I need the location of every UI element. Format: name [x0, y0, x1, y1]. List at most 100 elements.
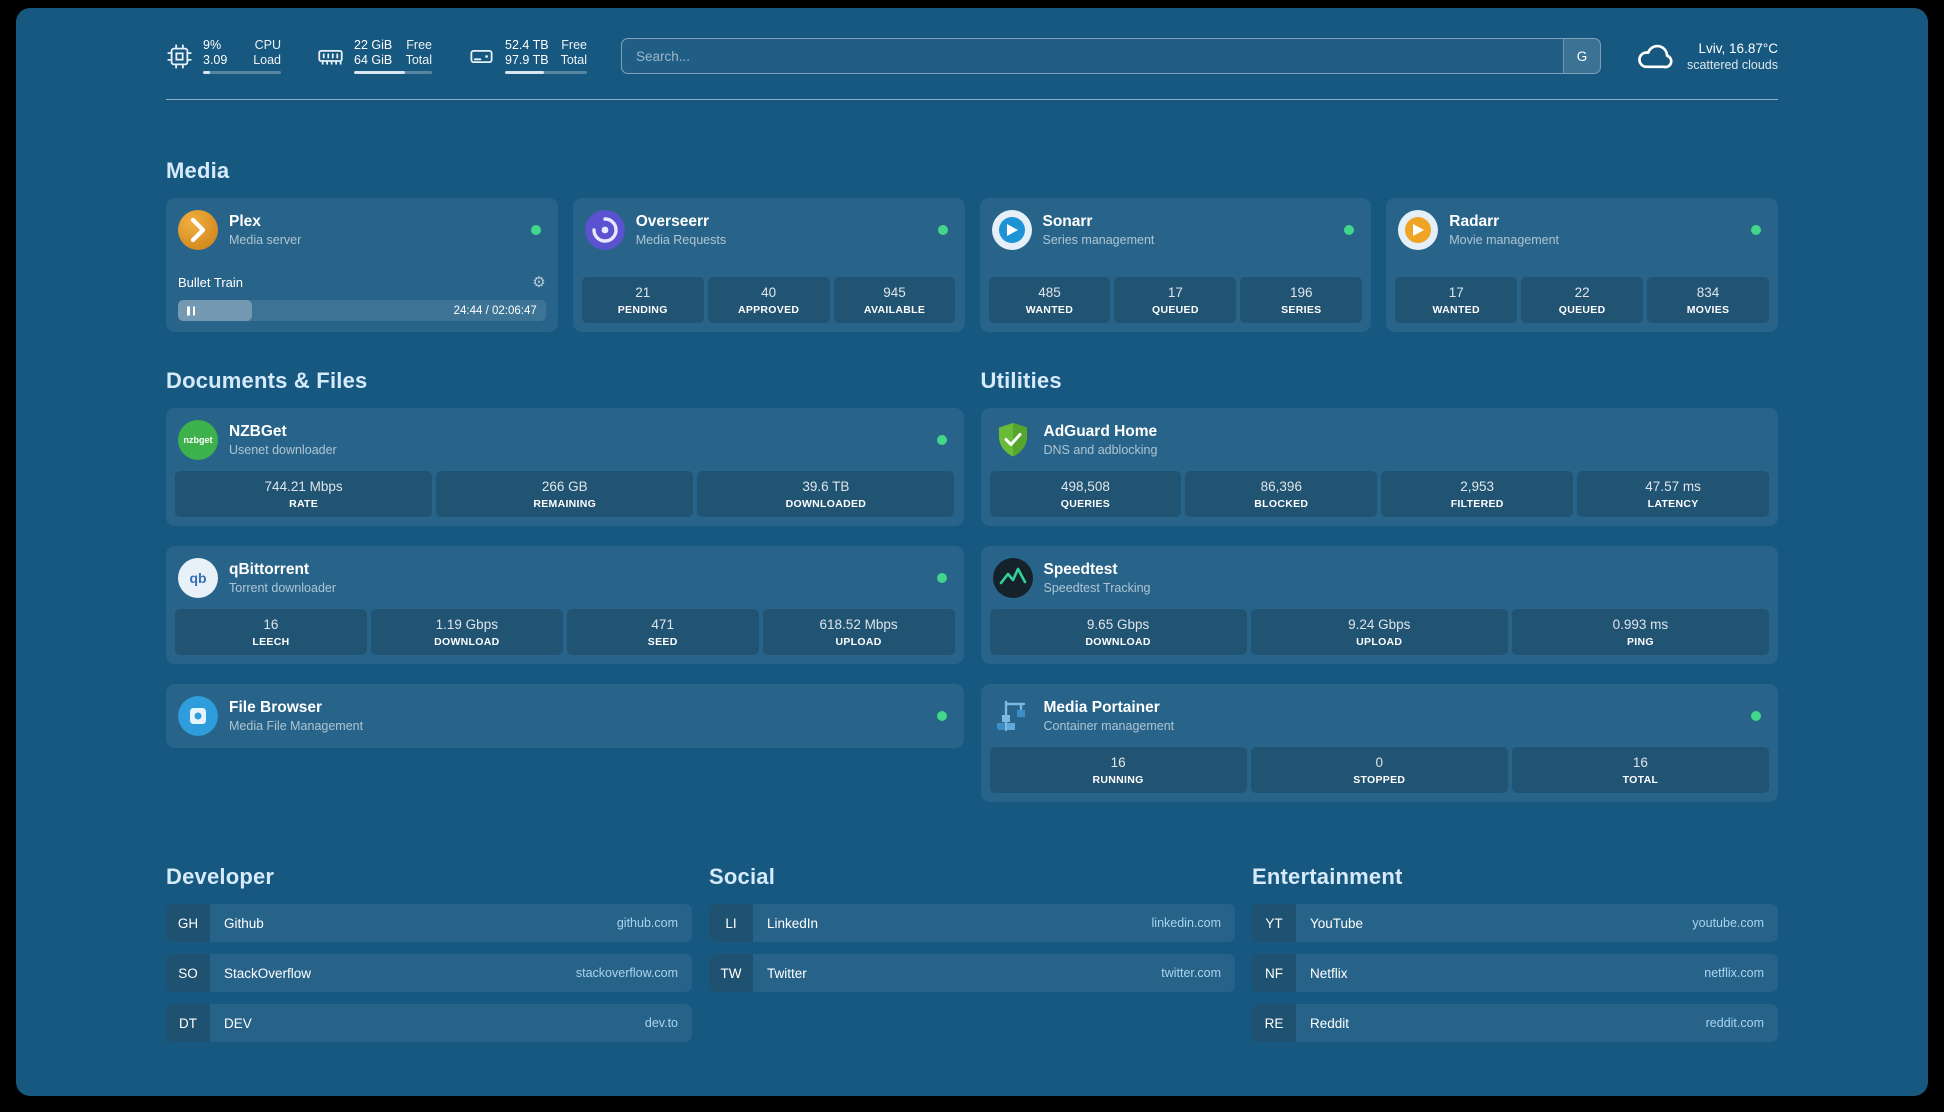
bookmark-url: netflix.com	[1704, 966, 1764, 980]
gear-icon[interactable]: ⚙	[532, 274, 546, 291]
stat-cell: 2,953 FILTERED	[1381, 471, 1574, 517]
service-title: Radarr	[1449, 213, 1500, 230]
bookmark-abbr: DT	[166, 1004, 210, 1042]
stat-cell: 945 AVAILABLE	[833, 277, 956, 323]
cpu-progress-bar	[203, 71, 281, 74]
bookmark-name: DEV	[224, 1015, 252, 1031]
bookmark-netflix[interactable]: NF Netflix netflix.com	[1252, 954, 1778, 992]
disk-total-label: Total	[560, 53, 587, 67]
service-card-overseerr[interactable]: Overseerr Media Requests 21 PENDING 40 APP…	[572, 198, 965, 332]
filebrowser-icon	[178, 696, 218, 736]
bookmark-youtube[interactable]: YT YouTube youtube.com	[1252, 904, 1778, 942]
section-heading-developer: Developer	[166, 864, 275, 889]
bookmark-url: linkedin.com	[1151, 916, 1221, 930]
sonarr-icon	[991, 210, 1032, 250]
status-dot	[936, 711, 947, 721]
status-dot	[1751, 225, 1761, 235]
bookmark-abbr: GH	[166, 904, 210, 942]
service-subtitle: Container management	[1043, 719, 1175, 733]
stat-cell: 498,508 QUERIES	[989, 471, 1182, 517]
status-dot	[936, 573, 947, 583]
bookmark-url: youtube.com	[1692, 916, 1764, 930]
speedtest-icon	[992, 558, 1033, 598]
service-title: Sonarr	[1042, 213, 1093, 230]
bookmark-twitter[interactable]: TW Twitter twitter.com	[709, 954, 1235, 992]
bookmark-dev[interactable]: DT DEV dev.to	[166, 1004, 692, 1042]
service-card-radarr[interactable]: Radarr Movie management 17 WANTED 22 QUEUE…	[1386, 198, 1778, 332]
cpu-icon	[167, 43, 192, 69]
bookmark-url: stackoverflow.com	[575, 966, 678, 980]
stat-cell: 0.993 ms PING	[1511, 609, 1769, 655]
memory-total-label: Total	[405, 53, 432, 67]
service-card-portainer[interactable]: Media Portainer Container management 16 R…	[980, 684, 1778, 802]
bookmark-linkedin[interactable]: LI LinkedIn linkedin.com	[709, 904, 1235, 942]
stat-cell: 47.57 ms LATENCY	[1577, 471, 1769, 517]
service-subtitle: Usenet downloader	[229, 443, 337, 457]
bookmark-abbr: LI	[709, 904, 753, 942]
service-title: Overseerr	[635, 213, 710, 230]
plex-icon	[178, 210, 218, 250]
service-card-nzbget[interactable]: nzbget NZBGet Usenet downloader 744.21 M…	[166, 408, 964, 526]
resource-widgets: 9% CPU 3.09 Load 22 GiB Free 64 GiB Total	[166, 38, 587, 74]
service-title: AdGuard Home	[1043, 423, 1158, 440]
stat-cell: 40 APPROVED	[707, 277, 830, 323]
weather-condition: scattered clouds	[1686, 57, 1778, 72]
disk-free-label: Free	[561, 38, 587, 52]
stat-cell: 744.21 Mbps RATE	[175, 471, 433, 517]
cloud-icon	[1638, 44, 1673, 69]
search-input[interactable]	[621, 39, 1563, 73]
cpu-load-value: 3.09	[203, 53, 228, 67]
stat-cell: 1.19 Gbps DOWNLOAD	[370, 609, 563, 655]
bookmark-stackoverflow[interactable]: SO StackOverflow stackoverflow.com	[166, 954, 692, 992]
service-title: Media Portainer	[1043, 699, 1160, 716]
bookmark-abbr: YT	[1252, 904, 1296, 942]
status-dot	[1751, 711, 1761, 721]
stat-cell: 196 SERIES	[1240, 277, 1363, 323]
memory-widget: 22 GiB Free 64 GiB Total	[317, 38, 432, 74]
disk-icon	[470, 49, 493, 63]
stat-cell: 471 SEED	[566, 609, 759, 655]
stat-cell: 17 QUEUED	[1114, 277, 1237, 323]
bookmark-github[interactable]: GH Github github.com	[166, 904, 692, 942]
now-playing-widget: Bullet Train ⚙ 24:44 / 02:06:47	[175, 273, 549, 323]
radarr-icon	[1398, 210, 1439, 250]
service-card-adguard[interactable]: AdGuard Home DNS and adblocking 498,508 Q…	[980, 408, 1778, 526]
service-title: qBittorrent	[229, 561, 310, 578]
bookmark-name: StackOverflow	[224, 965, 312, 981]
service-card-sonarr[interactable]: Sonarr Series management 485 WANTED 17 QUE…	[979, 198, 1372, 332]
search-provider-button[interactable]: G	[1562, 39, 1600, 73]
search-bar: G	[620, 38, 1601, 74]
service-card-qbittorrent[interactable]: qb qBittorrent Torrent downloader 16 LEEC…	[166, 546, 964, 664]
playback-progress-bar[interactable]: 24:44 / 02:06:47	[178, 300, 546, 321]
service-subtitle: Speedtest Tracking	[1043, 581, 1151, 595]
service-card-filebrowser[interactable]: File Browser Media File Management	[166, 684, 964, 748]
service-card-speedtest[interactable]: Speedtest Speedtest Tracking 9.65 Gbps DO…	[980, 546, 1778, 664]
weather-location: Lviv, 16.87°C	[1698, 40, 1778, 56]
disk-free-value: 52.4 TB	[505, 38, 549, 52]
stat-cell: 485 WANTED	[988, 277, 1111, 323]
bookmark-name: YouTube	[1310, 915, 1364, 931]
stat-cell: 9.65 Gbps DOWNLOAD	[989, 609, 1247, 655]
section-heading-utilities: Utilities	[980, 368, 1062, 393]
bookmark-url: reddit.com	[1705, 1016, 1764, 1030]
section-heading-social: Social	[709, 864, 776, 889]
stat-cell: 618.52 Mbps UPLOAD	[762, 609, 955, 655]
bookmark-reddit[interactable]: RE Reddit reddit.com	[1252, 1004, 1778, 1042]
service-subtitle: Torrent downloader	[229, 581, 337, 595]
pause-icon[interactable]	[187, 306, 195, 315]
bookmark-abbr: SO	[166, 954, 210, 992]
playback-progress-fill	[178, 300, 252, 321]
service-subtitle: DNS and adblocking	[1043, 443, 1158, 457]
cpu-widget: 9% CPU 3.09 Load	[166, 38, 281, 74]
memory-free-value: 22 GiB	[354, 38, 393, 52]
service-title: Plex	[229, 213, 261, 230]
documents-column: Documents & Files nzbget NZBGet Usenet d…	[166, 332, 964, 748]
service-subtitle: Movie management	[1449, 233, 1560, 247]
header-divider	[166, 99, 1778, 100]
disk-progress-bar	[505, 71, 587, 74]
status-dot	[530, 225, 541, 235]
service-card-plex[interactable]: Plex Media server Bullet Train ⚙ 24:44 /…	[166, 198, 558, 332]
stat-cell: 0 STOPPED	[1250, 747, 1508, 793]
memory-total-value: 64 GiB	[354, 53, 393, 67]
qbittorrent-icon: qb	[178, 558, 218, 598]
